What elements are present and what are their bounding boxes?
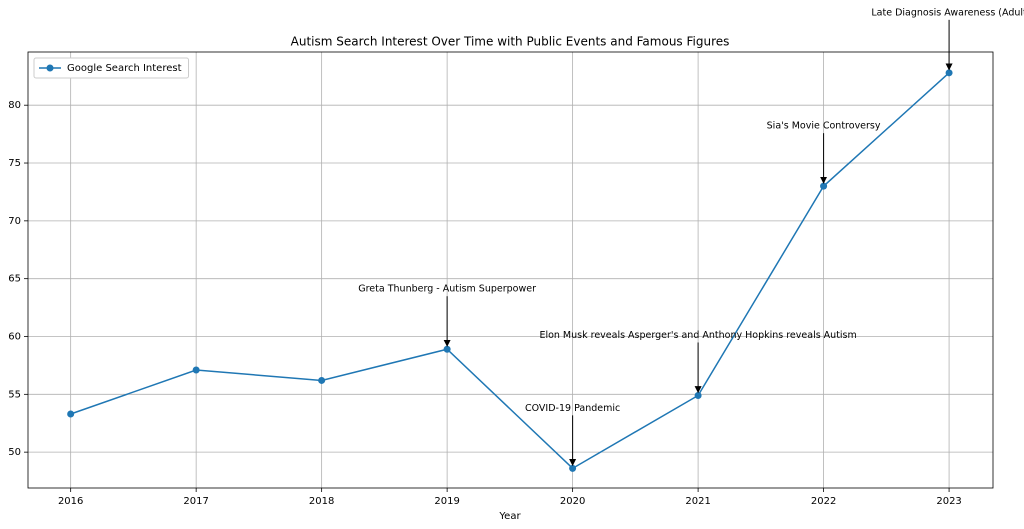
annotation: Late Diagnosis Awareness (Adult — [871, 7, 1024, 18]
legend-box — [33, 57, 190, 79]
y-tick-label: 50 — [8, 447, 21, 458]
data-point — [443, 345, 451, 353]
legend-label: Google Search Interest — [67, 63, 182, 74]
legend: Google Search Interest — [33, 57, 190, 79]
chart-title: Autism Search Interest Over Time with Pu… — [291, 35, 730, 49]
annotation: Greta Thunberg - Autism Superpower — [358, 284, 536, 295]
data-point — [318, 376, 326, 384]
legend-marker — [46, 64, 54, 72]
data-point — [820, 182, 828, 190]
x-tick-label: 2016 — [58, 496, 83, 507]
x-tick-label: 2017 — [183, 496, 208, 507]
x-tick-label: 2018 — [309, 496, 334, 507]
x-tick-label: 2019 — [434, 496, 459, 507]
y-tick-label: 65 — [8, 274, 21, 285]
y-tick-label: 60 — [8, 331, 21, 342]
plot-frame — [27, 51, 994, 489]
annotation: Sia's Movie Controversy — [767, 121, 881, 132]
y-tick-label: 80 — [8, 100, 21, 111]
data-point — [569, 464, 577, 472]
data-point — [694, 391, 702, 399]
x-tick-label: 2020 — [560, 496, 585, 507]
data-point — [67, 410, 75, 418]
x-tick-label: 2021 — [685, 496, 710, 507]
annotation: COVID-19 Pandemic — [525, 403, 620, 414]
x-tick-label: 2023 — [936, 496, 961, 507]
y-tick-label: 55 — [8, 389, 21, 400]
annotation: Elon Musk reveals Asperger's and Anthony… — [539, 330, 856, 341]
y-tick-label: 70 — [8, 216, 21, 227]
data-point — [945, 69, 953, 77]
data-point — [192, 366, 200, 374]
series-line — [70, 72, 950, 470]
x-tick-label: 2022 — [811, 496, 836, 507]
x-axis-label: Year — [498, 511, 521, 522]
y-tick-label: 75 — [8, 158, 21, 169]
